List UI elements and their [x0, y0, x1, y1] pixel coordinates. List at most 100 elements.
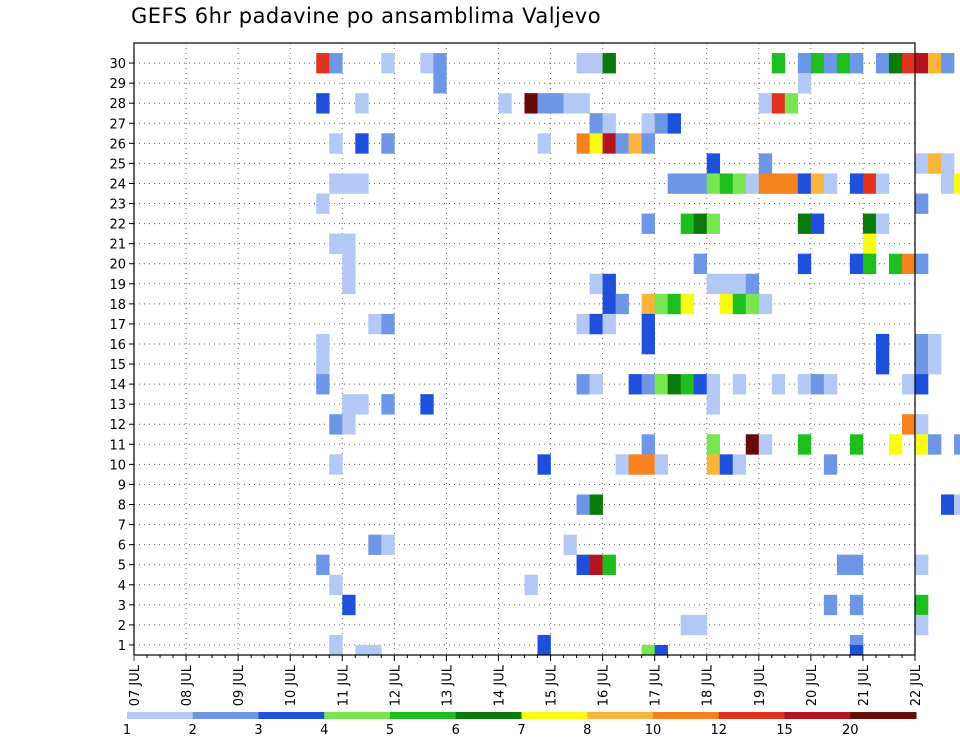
heatmap-cell — [563, 93, 577, 114]
colorbar-label: 6 — [452, 723, 460, 738]
heatmap-cell — [693, 253, 708, 275]
heatmap-cell — [641, 213, 655, 234]
heatmap-cell — [537, 93, 551, 114]
heatmap-cell — [602, 273, 616, 295]
heatmap-cell — [849, 644, 864, 656]
heatmap-cell — [706, 173, 721, 194]
heatmap-cell — [355, 394, 369, 415]
heatmap-cell — [915, 414, 929, 435]
heatmap-cell — [537, 634, 551, 656]
heatmap-cell — [641, 313, 655, 335]
heatmap-cell — [589, 313, 603, 335]
y-tick-label: 11 — [109, 438, 126, 453]
heatmap-cell — [810, 213, 825, 234]
heatmap-cell — [928, 153, 942, 174]
heatmap-cell — [849, 594, 864, 616]
heatmap-cell — [797, 73, 812, 94]
y-tick-label: 29 — [109, 77, 126, 92]
heatmap-cell — [589, 273, 603, 295]
heatmap-cell — [849, 434, 864, 455]
heatmap-cell — [901, 253, 916, 275]
y-tick-label: 10 — [109, 458, 126, 473]
heatmap-cell — [316, 554, 330, 576]
heatmap-cell — [368, 644, 382, 656]
heatmap-cell — [941, 53, 955, 74]
heatmap-cell — [745, 173, 760, 194]
heatmap-cell — [602, 293, 616, 315]
heatmap-cell — [316, 53, 330, 74]
x-tick-label: 19 JUL — [753, 664, 768, 706]
colorbar-label: 15 — [776, 723, 793, 738]
heatmap-cell — [771, 173, 786, 194]
heatmap-cell — [797, 213, 812, 234]
x-tick-label: 12 JUL — [388, 664, 403, 706]
heatmap-cell — [680, 374, 695, 395]
heatmap-cell — [823, 173, 838, 194]
y-tick-label: 3 — [118, 599, 126, 614]
y-tick-label: 17 — [109, 318, 126, 333]
heatmap-cell — [862, 253, 877, 275]
heatmap-cell — [758, 434, 773, 455]
heatmap-cell — [355, 644, 369, 656]
heatmap-cell — [498, 93, 512, 114]
heatmap-cell — [316, 93, 330, 114]
heatmap-cell — [381, 534, 395, 555]
colorbar-segment — [587, 712, 654, 719]
heatmap-cell — [667, 293, 681, 315]
heatmap-cell — [784, 173, 799, 194]
colorbar-segment — [784, 712, 851, 719]
y-tick-label: 26 — [109, 137, 126, 152]
heatmap-cell — [589, 374, 603, 395]
heatmap-cell — [316, 374, 330, 395]
heatmap-cell — [915, 354, 929, 375]
colorbar-segment — [455, 712, 522, 719]
y-tick-label: 20 — [109, 258, 126, 273]
heatmap-cell — [693, 374, 708, 395]
heatmap-cell — [954, 494, 960, 515]
heatmap-cell — [862, 173, 877, 194]
heatmap-cell — [680, 213, 695, 234]
heatmap-cell — [329, 634, 343, 656]
heatmap-cell — [693, 614, 708, 636]
heatmap-cell — [381, 394, 395, 415]
heatmap-cell — [667, 173, 681, 194]
y-tick-label: 1 — [118, 639, 126, 654]
heatmap-cell — [329, 53, 343, 74]
heatmap-cell — [797, 173, 812, 194]
heatmap-cell — [667, 374, 681, 395]
heatmap-cell — [576, 313, 590, 335]
y-tick-label: 21 — [109, 238, 126, 253]
y-tick-label: 30 — [109, 57, 126, 72]
heatmap-cell — [342, 173, 356, 194]
heatmap-cell — [797, 253, 812, 275]
y-tick-label: 6 — [118, 539, 126, 554]
heatmap-cell — [420, 53, 434, 74]
heatmap-cell — [810, 374, 825, 395]
colorbar-label: 12 — [710, 723, 727, 738]
heatmap-cell — [342, 253, 356, 275]
heatmap-cell — [875, 213, 890, 234]
heatmap-cell — [576, 133, 590, 154]
y-tick-label: 22 — [109, 218, 126, 233]
heatmap-cell — [888, 434, 903, 455]
heatmap-cell — [875, 53, 890, 74]
heatmap-cell — [602, 133, 616, 154]
heatmap-cell — [901, 374, 916, 395]
heatmap-cell — [537, 454, 551, 475]
heatmap-cell — [732, 293, 747, 315]
heatmap-cell — [641, 113, 655, 134]
heatmap-cell — [915, 253, 929, 275]
heatmap-cell — [693, 173, 708, 194]
heatmap-cell — [706, 434, 721, 455]
heatmap-cell — [758, 153, 773, 174]
heatmap-cell — [641, 293, 655, 315]
heatmap-cell — [719, 173, 734, 194]
heatmap-cell — [954, 173, 960, 194]
heatmap-cell — [719, 273, 734, 295]
heatmap-cell — [654, 374, 668, 395]
heatmap-cell — [823, 594, 838, 616]
heatmap-cell — [693, 213, 708, 234]
heatmap-cell — [941, 494, 955, 515]
heatmap-cell — [888, 53, 903, 74]
